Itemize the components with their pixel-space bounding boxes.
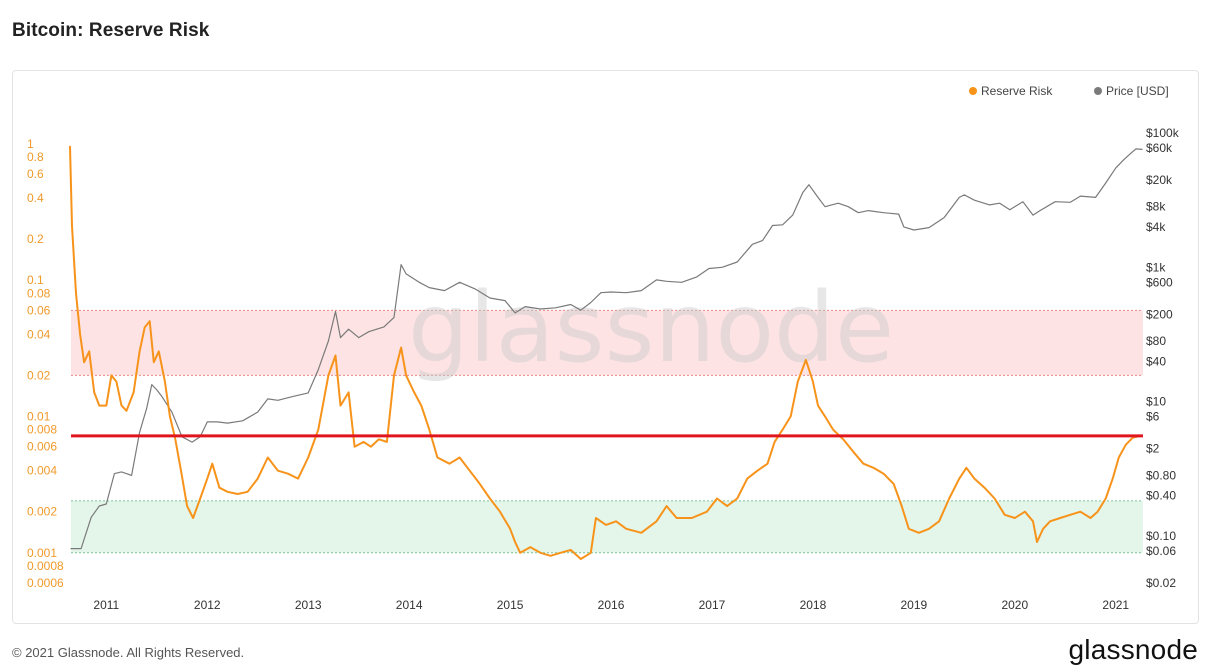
bands-layer (71, 309, 1143, 554)
reserve-risk-chart: glassnode 10.8 0.6 0.4 0.2 0.10.08 0.06 0.04 0.… (27, 84, 1180, 612)
lines-layer (69, 145, 1143, 560)
x-tick-label-2021: 2021 (1102, 598, 1129, 612)
chart-watermark: glassnode (408, 272, 894, 384)
y-right-tick-label-10: $10 (1146, 395, 1166, 409)
y-left-tick-label-17: 0.0006 (27, 576, 64, 590)
y-left-tick-label-4: 0.2 (27, 232, 44, 246)
y-left-tick-label-2: 0.6 (27, 167, 44, 181)
y-left-tick-label-3: 0.4 (27, 191, 44, 205)
y-right-tick-label-6: $600 (1146, 275, 1173, 289)
y-right-tick-label-0: $100k (1146, 126, 1180, 140)
y-right-tick-label-2: $20k (1146, 173, 1173, 187)
series-line-price-usd (70, 148, 1143, 550)
y-right-tick-label-14: $0.40 (1146, 489, 1176, 503)
x-tick-label-2013: 2013 (295, 598, 322, 612)
y-left-tick-label-11: 0.008 (27, 423, 57, 437)
y-right-tick-label-3: $8k (1146, 200, 1166, 214)
y-left-tick-label-8: 0.04 (27, 327, 51, 341)
y-right-tick-label-1: $60k (1146, 141, 1173, 155)
y-left-tick-label-14: 0.002 (27, 505, 57, 519)
chart-legend: Reserve Risk Price [USD] (969, 84, 1169, 98)
x-tick-label-2019: 2019 (901, 598, 928, 612)
y-right-tick-label-9: $40 (1146, 354, 1166, 368)
x-tick-label-2015: 2015 (497, 598, 524, 612)
x-tick-label-2020: 2020 (1001, 598, 1028, 612)
axes-layer: 10.80.60.40.20.10.080.060.040.020.010.00… (27, 126, 1180, 612)
y-right-tick-label-7: $200 (1146, 307, 1173, 321)
legend-swatch-1 (1094, 87, 1102, 95)
band-1 (71, 500, 1143, 553)
page-title: Bitcoin: Reserve Risk (12, 20, 210, 41)
x-tick-label-2011: 2011 (93, 598, 119, 612)
y-right-tick-label-15: $0.10 (1146, 529, 1176, 543)
y-right-tick-label-16: $0.06 (1146, 544, 1176, 558)
y-left-tick-label-13: 0.004 (27, 464, 57, 478)
legend-label-1: Price [USD] (1106, 84, 1169, 98)
legend-swatch-0 (969, 87, 977, 95)
y-left-tick-label-7: 0.06 (27, 303, 51, 317)
y-left-tick-label-9: 0.02 (27, 368, 51, 382)
y-right-tick-label-11: $6 (1146, 410, 1160, 424)
chart-frame: glassnode 1 0.8 0.6 0.4 0.2 0.1 0.08 0.06 0.04 0.… (12, 70, 1199, 624)
x-tick-label-2012: 2012 (194, 598, 221, 612)
y-right-tick-label-12: $2 (1146, 442, 1160, 456)
x-tick-label-2014: 2014 (396, 598, 423, 612)
x-tick-label-2016: 2016 (598, 598, 625, 612)
y-right-tick-label-13: $0.80 (1146, 468, 1176, 482)
y-right-tick-label-5: $1k (1146, 260, 1166, 274)
series-line-reserve-risk (69, 145, 1141, 560)
y-left-tick-label-6: 0.08 (27, 286, 51, 300)
x-tick-label-2017: 2017 (699, 598, 726, 612)
legend-entry-1: Price [USD] (1094, 84, 1169, 98)
footer-copyright: © 2021 Glassnode. All Rights Reserved. (12, 645, 245, 660)
legend-label-0: Reserve Risk (981, 84, 1053, 98)
y-left-tick-label-12: 0.006 (27, 440, 57, 454)
y-left-tick-label-5: 0.1 (27, 273, 44, 287)
y-left-tick-label-1: 0.8 (27, 150, 44, 164)
footer-logo[interactable]: glassnode (1068, 634, 1198, 665)
y-left-tick-label-0: 1 (27, 137, 34, 151)
y-right-tick-label-4: $4k (1146, 220, 1166, 234)
y-left-tick-label-10: 0.01 (27, 409, 51, 423)
legend-entry-0: Reserve Risk (969, 84, 1053, 98)
y-right-tick-label-8: $80 (1146, 334, 1166, 348)
y-left-tick-label-16: 0.0008 (27, 559, 64, 573)
x-tick-label-2018: 2018 (800, 598, 827, 612)
y-left-tick-label-15: 0.001 (27, 546, 57, 560)
band-0 (71, 310, 1143, 376)
y-right-tick-label-17: $0.02 (1146, 576, 1176, 590)
